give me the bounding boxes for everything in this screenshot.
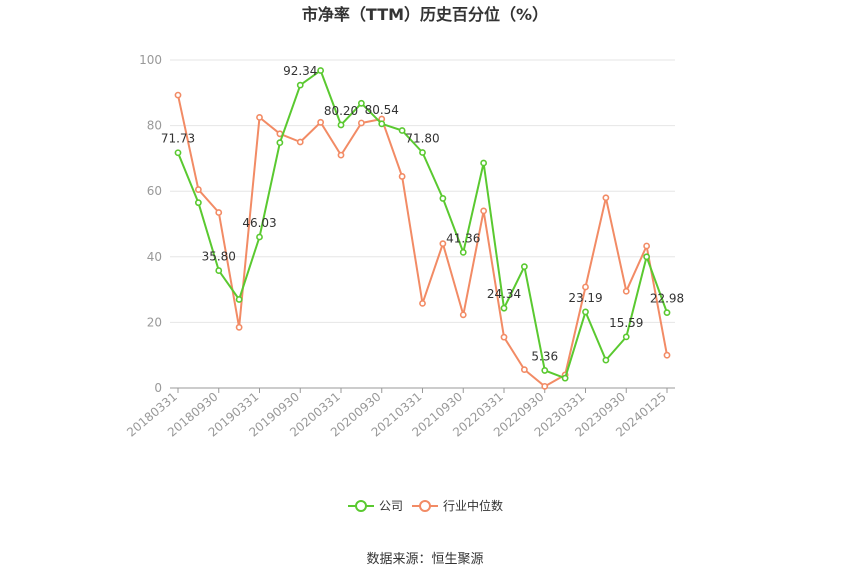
- data-label: 71.73: [161, 132, 195, 146]
- data-label: 23.19: [568, 291, 602, 305]
- chart-title: 市净率（TTM）历史百分位（%）: [302, 5, 548, 24]
- data-label: 35.80: [202, 250, 236, 264]
- series-layer: [174, 67, 671, 390]
- data-point[interactable]: [643, 253, 651, 261]
- data-point[interactable]: [174, 91, 182, 99]
- data-label: 71.80: [405, 131, 439, 145]
- data-point[interactable]: [317, 118, 325, 126]
- data-point[interactable]: [296, 81, 304, 89]
- data-point[interactable]: [541, 382, 549, 390]
- y-tick-label: 40: [147, 250, 162, 264]
- data-label: 41.36: [446, 231, 480, 245]
- data-point[interactable]: [419, 299, 426, 307]
- data-point[interactable]: [215, 209, 223, 216]
- data-label: 22.98: [650, 292, 684, 306]
- data-point[interactable]: [459, 311, 467, 319]
- data-point[interactable]: [357, 99, 365, 107]
- legend-marker-industry: [419, 500, 431, 512]
- data-point[interactable]: [582, 308, 589, 316]
- data-point[interactable]: [459, 248, 467, 256]
- data-point[interactable]: [276, 139, 284, 147]
- data-point[interactable]: [174, 149, 182, 157]
- axes: 0204060801002018033120180930201903312019…: [124, 53, 675, 440]
- y-tick-label: 60: [147, 184, 162, 198]
- data-point[interactable]: [235, 296, 243, 303]
- data-label: 5.36: [531, 349, 558, 363]
- data-point[interactable]: [500, 304, 508, 312]
- legend: 公司 行业中位数: [348, 498, 503, 513]
- data-point[interactable]: [622, 333, 630, 341]
- data-point[interactable]: [419, 149, 426, 156]
- data-point[interactable]: [194, 199, 202, 207]
- legend-item-company[interactable]: 公司: [348, 499, 403, 513]
- data-label: 15.59: [609, 316, 643, 330]
- data-labels: 71.73 35.80 46.03 92.34 80.20 80.54 71.80 41.36…: [161, 64, 684, 363]
- data-point[interactable]: [663, 309, 671, 317]
- data-point[interactable]: [337, 151, 345, 159]
- data-point[interactable]: [337, 121, 345, 129]
- data-point[interactable]: [663, 351, 671, 359]
- legend-item-industry[interactable]: 行业中位数: [412, 498, 503, 513]
- data-point[interactable]: [439, 240, 447, 248]
- data-point[interactable]: [357, 119, 365, 127]
- data-point[interactable]: [520, 366, 528, 374]
- y-tick-label: 80: [147, 119, 162, 133]
- y-tick-label: 20: [147, 315, 162, 329]
- data-point[interactable]: [500, 333, 508, 341]
- y-tick-label: 0: [154, 381, 162, 395]
- data-point[interactable]: [622, 287, 630, 295]
- data-point[interactable]: [439, 195, 447, 202]
- data-point[interactable]: [317, 67, 325, 74]
- data-point[interactable]: [194, 186, 202, 193]
- data-label: 92.34: [283, 64, 317, 78]
- data-point[interactable]: [398, 173, 406, 180]
- data-point[interactable]: [215, 267, 223, 274]
- data-label: 24.34: [487, 287, 521, 301]
- data-source: 数据来源：恒生聚源: [366, 552, 483, 567]
- data-point[interactable]: [480, 159, 488, 167]
- data-point[interactable]: [602, 356, 610, 364]
- data-point[interactable]: [256, 114, 263, 121]
- data-point[interactable]: [541, 367, 549, 374]
- data-point[interactable]: [561, 374, 569, 382]
- data-point[interactable]: [256, 233, 263, 241]
- data-point[interactable]: [296, 138, 304, 146]
- data-point[interactable]: [520, 263, 528, 271]
- data-label: 80.20: [324, 104, 358, 118]
- grid: [170, 59, 675, 323]
- legend-label-industry: 行业中位数: [443, 498, 503, 513]
- y-tick-label: 100: [139, 53, 162, 67]
- data-point[interactable]: [643, 242, 651, 250]
- legend-label-company: 公司: [379, 499, 403, 513]
- legend-marker-company: [355, 500, 367, 512]
- data-point[interactable]: [398, 127, 406, 134]
- data-point[interactable]: [582, 283, 589, 291]
- data-point[interactable]: [602, 194, 610, 202]
- data-label: 46.03: [242, 216, 276, 230]
- data-label: 80.54: [365, 103, 399, 117]
- data-point[interactable]: [480, 207, 488, 215]
- data-point[interactable]: [235, 323, 243, 331]
- data-point[interactable]: [378, 120, 386, 128]
